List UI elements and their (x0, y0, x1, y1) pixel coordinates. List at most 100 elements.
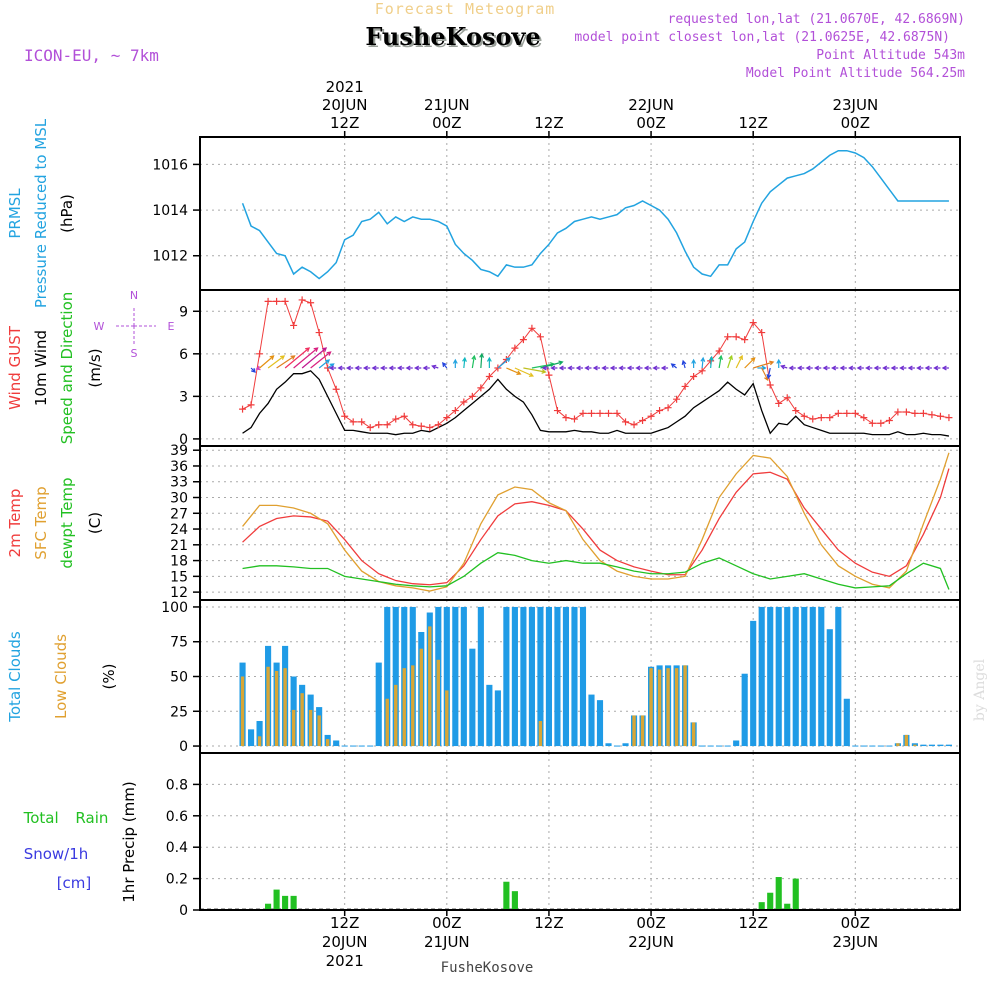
top-time-label: 20JUN (322, 96, 368, 114)
point-altitude: Point Altitude 543m (816, 48, 965, 63)
bottom-time-label: 20JUN (322, 933, 368, 951)
gust-marker (605, 409, 613, 417)
gust-marker (783, 394, 791, 402)
low-cloud-bar (632, 715, 636, 747)
ytick-label: 1014 (152, 203, 188, 219)
total-cloud-bar (818, 606, 825, 747)
total-cloud-bar (835, 606, 842, 747)
low-cloud-bar (240, 676, 245, 747)
wind-direction-arrow (753, 360, 775, 369)
wind-direction-arrow (691, 358, 697, 368)
closest-coords: model point closest lon,lat (21.0625E, 4… (574, 30, 950, 45)
low-cloud-bar (683, 665, 687, 747)
wind-direction-arrow (462, 356, 467, 369)
rain-bar (511, 891, 518, 910)
low-cloud-bar (274, 670, 279, 747)
total-cloud-bar (758, 606, 765, 747)
gust-marker (290, 321, 298, 329)
wind-direction-arrow (371, 365, 379, 371)
wind-direction-arrow (584, 365, 592, 371)
gust-marker (426, 424, 434, 432)
ytick-label: 15 (170, 569, 188, 585)
low-cloud-bar (300, 693, 304, 747)
rain-bar (792, 878, 799, 910)
wind-direction-arrow (558, 365, 566, 371)
model-name: ICON-EU, ~ 7km (24, 46, 159, 65)
wind-direction-arrow (250, 367, 256, 373)
rain-bar (290, 895, 297, 910)
wind-direction-arrow (744, 357, 756, 369)
wind-direction-arrow (523, 367, 547, 374)
wind-direction-arrow (856, 365, 864, 371)
wind-direction-arrow (873, 365, 881, 371)
wind-direction-arrow (788, 365, 796, 371)
ylabel: SFC Temp (32, 486, 50, 559)
gust-marker (485, 373, 493, 381)
ytick-label: 27 (170, 506, 188, 522)
wind-direction-arrow (882, 365, 890, 371)
wind-direction-arrow (276, 355, 296, 369)
gust-marker (741, 336, 749, 344)
wind-direction-arrow (442, 362, 448, 369)
ylabel: (C) (86, 512, 104, 534)
gust-marker (460, 398, 468, 406)
bottom-time-label: 21JUN (424, 933, 470, 951)
wind-direction-arrow (609, 365, 618, 371)
bottom-time-label: 22JUN (628, 933, 674, 951)
low-cloud-bar (896, 743, 900, 747)
total-cloud-bar (375, 662, 382, 747)
wind-direction-arrow (660, 365, 669, 371)
wind-direction-arrow (822, 365, 830, 371)
total-cloud-bar (622, 743, 629, 747)
gust-marker (545, 371, 553, 379)
wind-direction-arrow (397, 365, 405, 371)
gust-marker (264, 297, 272, 305)
panel-frame (199, 752, 961, 911)
wind-direction-arrow (780, 364, 788, 370)
low-cloud-bar (428, 626, 432, 747)
gust-marker (639, 416, 647, 424)
gust-marker (868, 419, 876, 427)
wind-direction-arrow (941, 365, 949, 371)
gust-marker (468, 392, 476, 400)
wind-direction-arrow (907, 365, 915, 371)
ytick-label: 0.2 (166, 872, 188, 888)
low-cloud-bar (436, 659, 440, 747)
low-cloud-bar (266, 666, 270, 747)
wind-direction-arrow (379, 365, 388, 371)
total-cloud-bar (750, 620, 757, 747)
ytick-label: 100 (161, 600, 188, 616)
wind-direction-arrow (318, 359, 331, 369)
requested-coords: requested lon,lat (21.0670E, 42.6869N) (668, 12, 965, 27)
panel-frame (199, 136, 961, 291)
low-cloud-bar (291, 709, 296, 747)
total-cloud-bar (248, 729, 255, 747)
rain-bar (282, 895, 289, 910)
ytick-label: 24 (170, 522, 188, 538)
total-cloud-bar (588, 694, 595, 747)
bottom-time-label: 00Z (432, 914, 461, 932)
gust-marker (256, 350, 264, 358)
wind-direction-arrow (362, 365, 371, 371)
total-cloud-bar (469, 648, 476, 747)
low-cloud-bar (640, 715, 645, 747)
low-cloud-bar (308, 709, 313, 747)
wind-direction-arrow (293, 347, 319, 369)
gust-marker (834, 409, 842, 417)
gust-marker (911, 409, 919, 417)
top-time-label: 12Z (330, 114, 359, 132)
wind-direction-arrow (354, 365, 362, 371)
gust-marker (315, 329, 323, 337)
ytick-label: 6 (179, 347, 188, 363)
ytick-label: 9 (179, 304, 188, 320)
total-cloud-bar (571, 606, 578, 747)
precip-panel: 0 0.2 0.4 0.6 0.8 Total Rain Snow/1h [cm] 1hr Pr… (23, 752, 961, 919)
gust-marker (919, 409, 927, 417)
wind-direction-arrow (776, 358, 782, 368)
top-time-label: 2021 (326, 78, 364, 96)
wind-direction-arrow (839, 365, 847, 371)
wind-direction-arrow (735, 354, 743, 369)
gust-marker (690, 373, 698, 381)
